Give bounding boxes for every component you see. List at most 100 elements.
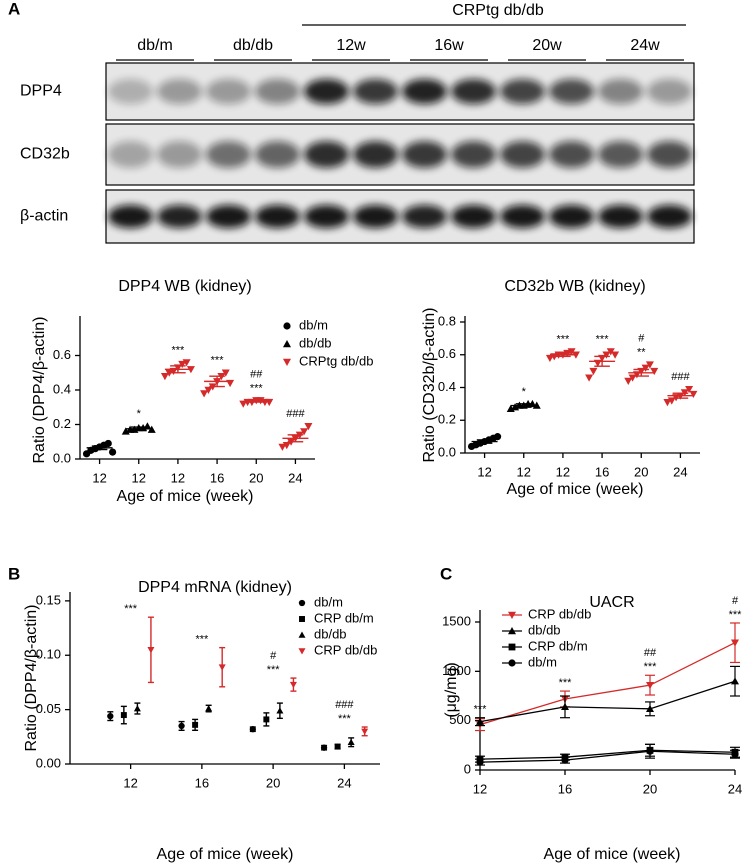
legend-label: db/db [299, 335, 332, 350]
legend-marker [283, 340, 291, 348]
blot-band [107, 204, 154, 229]
data-point [221, 369, 230, 377]
column-label: db/m [137, 37, 173, 54]
blot-band [254, 141, 301, 168]
significance-stars: *** [729, 609, 743, 621]
data-point [646, 704, 654, 713]
significance-stars: *** [195, 634, 209, 646]
data-point [165, 369, 174, 377]
blot-band [597, 78, 644, 105]
blot-band [597, 204, 644, 229]
data-point [685, 385, 694, 394]
data-point [731, 750, 739, 758]
series-line [479, 749, 736, 760]
data-point [239, 400, 248, 408]
panel-label: A [8, 0, 20, 18]
data-point [108, 448, 117, 456]
y-tick-label: 0.2 [53, 416, 71, 431]
mean-marker [289, 681, 297, 689]
data-point [282, 442, 291, 450]
blot-band [156, 204, 203, 229]
data-point [561, 756, 569, 764]
y-axis-label: Ratio (DPP4/β-actin) [31, 316, 48, 463]
y-axis-label: Ratio (CD32b/β-actin) [421, 307, 438, 462]
blot-band [303, 204, 350, 229]
panel-label: B [8, 564, 20, 583]
mean-marker [133, 705, 141, 712]
chart-title: DPP4 mRNA (kidney) [138, 579, 292, 596]
data-point [493, 433, 502, 441]
mean-marker [120, 712, 127, 719]
significance-stars: * [137, 408, 142, 420]
data-point [204, 386, 213, 394]
significance-hashes: ### [286, 408, 305, 420]
blot-band [107, 141, 154, 168]
x-axis-label: Age of mice (week) [157, 846, 294, 863]
legend-marker [283, 358, 291, 366]
y-tick-label: 0.10 [36, 647, 61, 662]
mean-marker [320, 744, 328, 751]
blot-band [548, 204, 595, 229]
blot-band [597, 141, 644, 168]
data-point [304, 423, 313, 431]
y-tick-label: 0.0 [438, 444, 456, 459]
y-tick-label: 0.6 [438, 346, 456, 361]
blot-band [352, 141, 399, 168]
legend-marker [283, 322, 291, 330]
x-tick-label: 12 [473, 781, 487, 796]
data-point [476, 758, 484, 766]
data-point [731, 677, 739, 685]
mean-marker [178, 722, 185, 730]
blot-row-label: CD32b [20, 146, 70, 163]
blot-band [401, 141, 448, 168]
blot-band [646, 204, 693, 229]
significance-stars: *** [556, 333, 570, 345]
legend-label: db/m [528, 654, 557, 669]
y-tick-label: 1500 [442, 613, 471, 628]
blot-band [499, 204, 546, 229]
significance-hashes: ## [250, 368, 263, 380]
y-tick-label: 0.2 [438, 412, 456, 427]
chart-title: UACR [589, 594, 634, 611]
x-tick-label: 12 [123, 775, 137, 790]
data-point [545, 354, 554, 363]
column-label: 20w [532, 37, 562, 54]
chart-title: DPP4 WB (kidney) [118, 278, 251, 295]
legend-label: db/m [299, 317, 328, 332]
significance-stars: *** [211, 355, 225, 367]
significance-stars: *** [171, 344, 185, 356]
column-label: 16w [434, 37, 464, 54]
blot-band [499, 78, 546, 105]
blot-band [303, 78, 350, 105]
y-tick-label: 0.00 [36, 755, 61, 770]
blot-band [499, 141, 546, 168]
blot-row-label: β-actin [20, 208, 68, 225]
blot-band [646, 78, 693, 105]
x-axis-label: Age of mice (week) [544, 846, 681, 863]
x-tick-label: 12 [556, 464, 570, 479]
column-label: 12w [336, 37, 366, 54]
x-tick-label: 24 [288, 470, 302, 485]
data-point [178, 360, 187, 369]
significance-hashes: # [270, 650, 277, 662]
y-tick-label: 1000 [442, 663, 471, 678]
blot-panel [105, 189, 695, 244]
x-tick-label: 20 [266, 775, 280, 790]
y-tick-label: 0.6 [53, 347, 71, 362]
mean-marker [147, 647, 155, 654]
series-line [479, 642, 736, 726]
blot-band [156, 78, 203, 105]
data-point [585, 374, 594, 382]
significance-stars: *** [596, 333, 610, 345]
data-point [646, 747, 654, 755]
mean-marker [334, 743, 341, 750]
legend-label: CRP db/m [314, 610, 374, 625]
significance-stars: *** [559, 677, 573, 689]
mean-marker [263, 716, 270, 723]
data-point [646, 681, 654, 690]
blot-band [254, 204, 301, 229]
x-axis-label: Age of mice (week) [507, 481, 644, 498]
legend-label: db/db [314, 626, 347, 641]
significance-stars: *** [267, 664, 281, 676]
